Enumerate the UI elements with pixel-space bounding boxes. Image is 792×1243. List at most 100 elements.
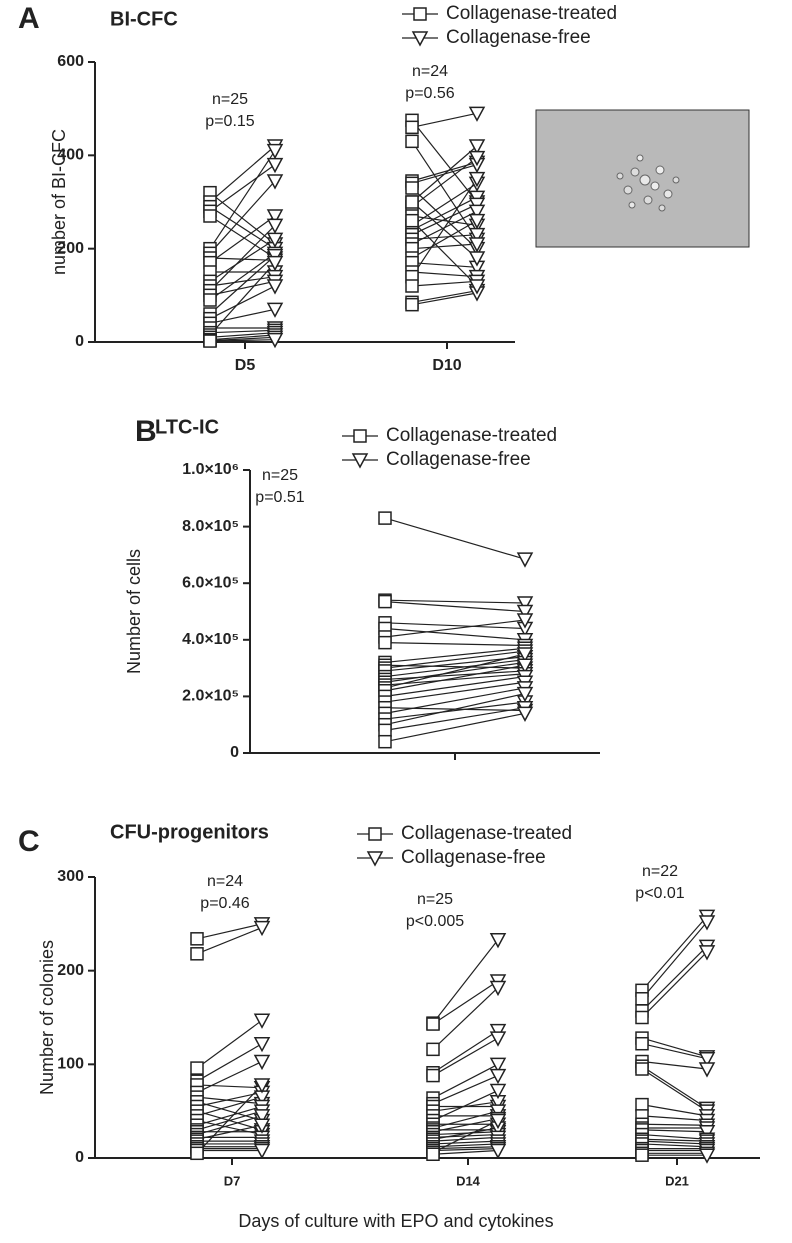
pair-line [209,339,276,342]
legend-label: Collagenase-treated [386,425,557,446]
pair-line [384,659,526,678]
point [635,992,649,1006]
pair-line [196,1060,263,1093]
point [203,293,217,307]
point [190,947,204,961]
pair-line [196,1096,263,1117]
y-tick-label: 400 [57,147,84,164]
pair-line [196,927,263,955]
legend-label: Collagenase-treated [401,823,572,844]
point [489,933,507,949]
point [266,302,284,318]
pair-line [641,1060,708,1070]
point [405,120,419,135]
pair-line [432,1149,499,1155]
chart-title: LTC-IC [155,416,219,438]
point [266,279,284,295]
point [405,213,419,228]
point [635,1036,649,1051]
pair-line [641,945,708,1012]
pair-line [209,262,276,336]
annotation: n=25 [262,467,298,484]
pair-line [196,1019,263,1069]
pair-line [384,701,526,720]
pair-line [196,1110,263,1131]
pair-line [209,329,276,334]
x-tick-label: D14 [456,1173,481,1188]
point [426,1017,440,1031]
pair-line [641,1043,708,1060]
panel-letter: C [18,825,40,858]
pair-line [384,681,526,703]
point [468,150,486,167]
x-tick-label: D21 [665,1173,689,1188]
point [378,734,392,749]
pair-line [209,215,276,259]
point [516,596,534,612]
legend-label: Collagenase-free [446,27,591,48]
point [266,143,284,160]
point [266,157,284,174]
point [253,1078,271,1094]
point [698,915,716,931]
pair-line [209,332,276,338]
point [516,552,534,568]
point [489,1023,507,1040]
pair-line [411,280,478,287]
pair-line [384,619,526,638]
pair-line [209,150,276,249]
point [635,1097,649,1112]
point [489,1104,507,1120]
point [266,332,284,349]
annotation: n=22 [642,863,678,880]
y-tick-label: 4.0×10⁵ [182,631,239,648]
pair-line [384,673,526,686]
point [203,209,217,223]
point [426,1042,440,1057]
annotation: p=0.15 [205,113,254,130]
legend-marker [366,851,384,867]
pair-line [196,1084,263,1089]
pair-line [432,939,499,1024]
pair-line [384,600,526,613]
pair-line [432,1110,499,1129]
point [405,134,419,149]
point [489,1113,507,1130]
pair-line [209,255,276,315]
pair-line [384,692,526,726]
pair-line [432,1101,499,1112]
y-tick-label: 300 [57,868,84,885]
point [516,604,534,621]
pair-line [384,653,526,689]
pair-line [641,1115,708,1122]
panel-letter: B [135,415,157,448]
point [698,1125,716,1141]
pair-line [411,290,478,303]
pair-line [209,238,276,282]
pair-line [384,642,526,647]
point [698,945,716,961]
pair-line [411,196,478,231]
y-axis-label: Number of cells [124,549,144,674]
point [378,511,392,525]
point [426,1147,440,1162]
pair-line [209,145,276,203]
pair-line [411,182,478,226]
pair-line [432,1136,499,1142]
pair-line [432,1075,499,1105]
pair-line [384,712,526,743]
y-tick-label: 2.0×10⁵ [182,688,239,705]
point [635,1010,649,1025]
pair-line [209,280,276,296]
pair-line [384,664,526,692]
y-tick-label: 0 [75,1149,84,1166]
pair-line [196,1124,263,1140]
pair-line [432,1127,499,1140]
pair-line [209,285,276,320]
y-tick-label: 0 [230,744,239,761]
point [266,209,284,225]
point [468,106,486,122]
pair-line [411,220,478,287]
annotation: n=24 [207,873,243,890]
annotation: n=24 [412,63,448,80]
